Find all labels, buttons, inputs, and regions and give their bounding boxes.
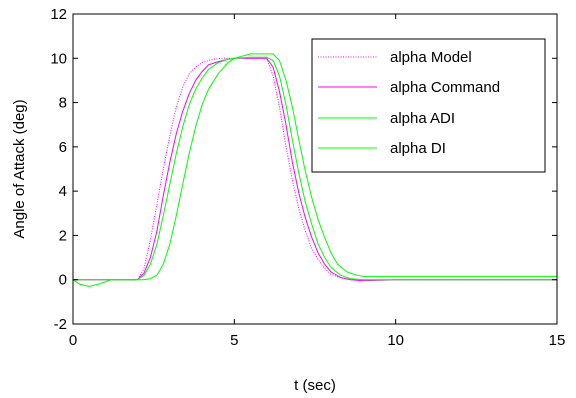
y-tick-label: 8 xyxy=(59,95,67,112)
x-tick-label: 15 xyxy=(549,332,566,349)
series-line-alpha-command xyxy=(73,57,557,282)
y-tick-label: 2 xyxy=(59,227,67,244)
plot-lines xyxy=(72,53,557,287)
series-line-alpha-di xyxy=(72,53,557,287)
legend-label-alpha-di: alpha DI xyxy=(390,140,446,157)
x-tick-label: 5 xyxy=(230,332,238,349)
series-line-alpha-adi xyxy=(73,56,557,281)
legend-label-alpha-command: alpha Command xyxy=(390,79,500,96)
y-tick-label: 10 xyxy=(50,50,67,67)
y-tick-label: 0 xyxy=(59,272,67,289)
y-tick-label: 4 xyxy=(59,183,67,200)
y-axis-label: Angle of Attack (deg) xyxy=(11,99,28,238)
x-axis-label: t (sec) xyxy=(294,377,336,394)
axes-frame xyxy=(72,13,558,325)
legend: alpha Model alpha Command alpha ADI alph… xyxy=(311,38,546,173)
legend-label-alpha-adi: alpha ADI xyxy=(390,110,455,127)
x-tick-label: 0 xyxy=(69,332,77,349)
y-tick-label: -2 xyxy=(54,316,67,333)
legend-box xyxy=(311,38,546,173)
y-tick-label: 6 xyxy=(59,139,67,156)
legend-label-alpha-model: alpha Model xyxy=(390,49,472,66)
y-tick-label: 12 xyxy=(50,6,67,23)
x-tick-label: 10 xyxy=(387,332,404,349)
